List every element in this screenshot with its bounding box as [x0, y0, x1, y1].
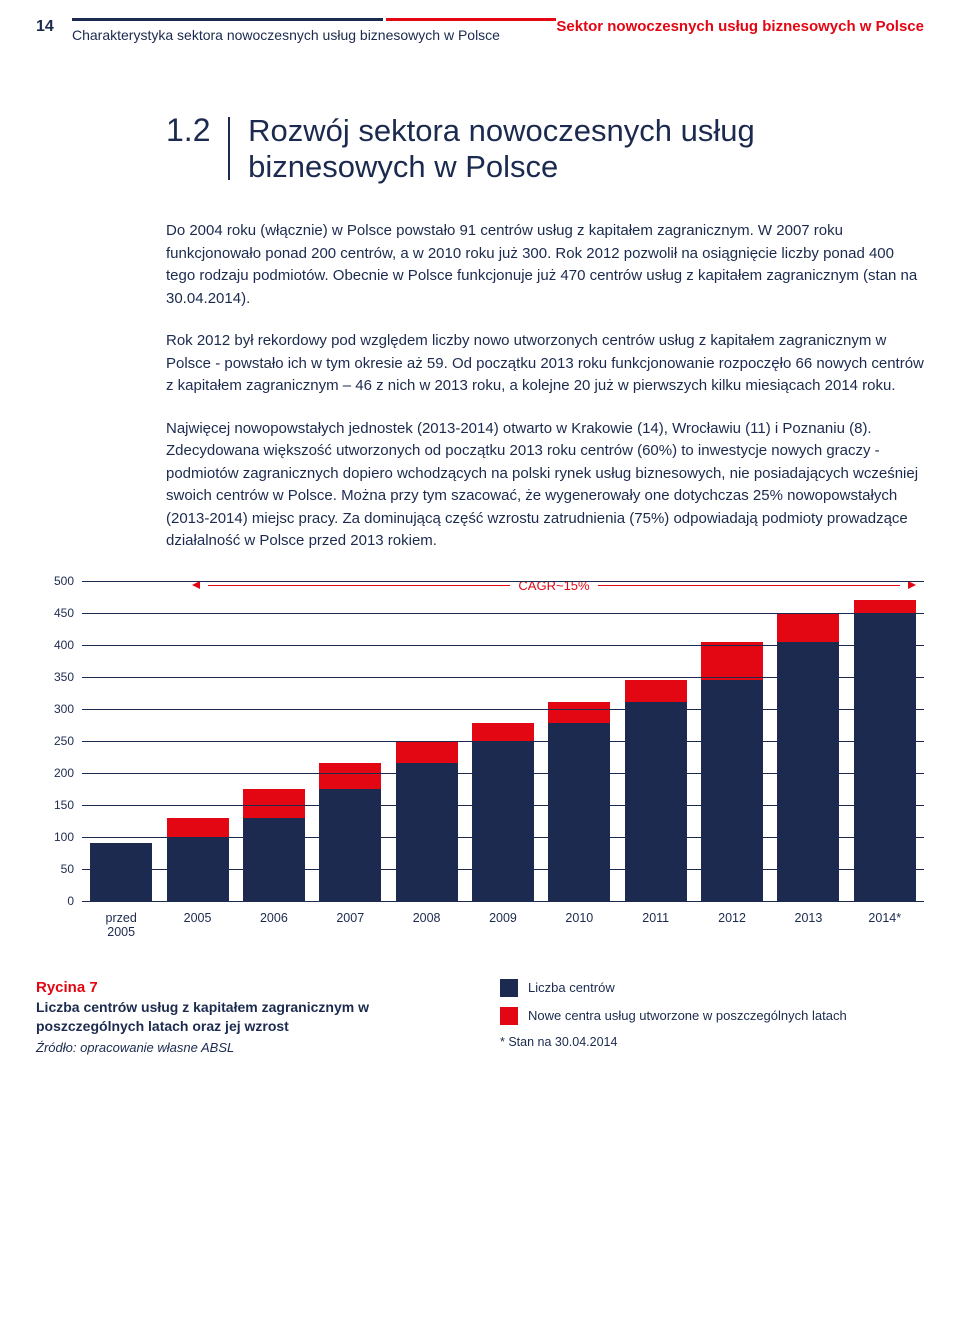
bar-segment-new	[472, 723, 534, 742]
y-tick-label: 350	[54, 670, 74, 684]
bar-column	[625, 680, 687, 901]
bar-segment-new	[854, 600, 916, 613]
bar-column	[166, 818, 228, 901]
header-rule-red	[386, 18, 556, 21]
bar-segment-total	[472, 742, 534, 901]
gridline	[82, 805, 924, 806]
bar-segment-new	[777, 613, 839, 642]
x-tick-label: 2006	[243, 911, 305, 939]
gridline	[82, 741, 924, 742]
y-tick-label: 500	[54, 574, 74, 588]
heading-title: Rozwój sektora nowoczesnych usług biznes…	[248, 113, 924, 184]
bar-stack	[90, 843, 152, 901]
bar-segment-new	[243, 789, 305, 818]
gridline	[82, 645, 924, 646]
x-tick-label: przed 2005	[90, 911, 152, 939]
figure-title: Liczba centrów usług z kapitałem zagrani…	[36, 998, 460, 1036]
section-heading: 1.2 Rozwój sektora nowoczesnych usług bi…	[166, 113, 924, 184]
bar-segment-total	[548, 723, 610, 901]
gridline	[82, 709, 924, 710]
running-head: Sektor nowoczesnych usług biznesowych w …	[556, 18, 924, 35]
y-tick-label: 300	[54, 702, 74, 716]
bar-chart: 500450400350300250200150100500 CAGR~15% …	[36, 581, 924, 939]
bar-segment-total	[777, 642, 839, 901]
bar-segment-new	[625, 680, 687, 702]
bar-stack	[472, 723, 534, 901]
header-rule	[72, 18, 556, 21]
y-tick-label: 150	[54, 798, 74, 812]
bar-segment-total	[625, 702, 687, 900]
legend-label: Liczba centrów	[528, 980, 615, 995]
x-tick-label: 2012	[701, 911, 763, 939]
bar-column	[548, 702, 610, 900]
page-number: 14	[36, 18, 72, 36]
legend-swatch-red	[500, 1007, 518, 1025]
bar-segment-total	[701, 680, 763, 901]
chart-x-axis: przed 2005 2005 2006 2007 2008 2009 2010 2011 20…	[82, 911, 924, 939]
bar-stack	[625, 680, 687, 901]
section-subtitle: Charakterystyka sektora nowoczesnych usł…	[72, 27, 556, 43]
x-tick-label: 2009	[472, 911, 534, 939]
legend-item-blue: Liczba centrów	[500, 979, 924, 997]
bar-segment-total	[396, 763, 458, 901]
gridline	[82, 581, 924, 582]
bar-column	[395, 742, 457, 901]
x-tick-label: 2005	[166, 911, 228, 939]
bar-column	[90, 843, 152, 901]
bar-column	[777, 613, 839, 901]
gridline	[82, 901, 924, 902]
y-tick-label: 250	[54, 734, 74, 748]
bar-stack	[777, 613, 839, 901]
bar-segment-new	[396, 742, 458, 763]
x-tick-label: 2007	[319, 911, 381, 939]
chart-legend: Liczba centrów Nowe centra usług utworzo…	[500, 979, 924, 1055]
x-tick-label: 2010	[548, 911, 610, 939]
y-tick-label: 450	[54, 606, 74, 620]
bar-segment-total	[90, 843, 152, 901]
bar-column	[319, 763, 381, 901]
x-tick-label: 2011	[625, 911, 687, 939]
bar-column	[472, 723, 534, 901]
bar-stack	[396, 742, 458, 901]
y-tick-label: 0	[67, 894, 74, 908]
legend-label: Nowe centra usług utworzone w poszczegól…	[528, 1008, 847, 1023]
bar-stack	[319, 763, 381, 901]
figure-label: Rycina 7	[36, 979, 460, 996]
bar-segment-new	[548, 702, 610, 722]
gridline	[82, 613, 924, 614]
x-tick-label: 2013	[777, 911, 839, 939]
body-paragraph: Rok 2012 był rekordowy pod względem licz…	[166, 330, 924, 398]
bar-stack	[167, 818, 229, 901]
y-tick-label: 400	[54, 638, 74, 652]
bar-stack	[701, 642, 763, 901]
legend-footnote: * Stan na 30.04.2014	[500, 1035, 924, 1049]
header-rule-blue	[72, 18, 383, 21]
figure-source: Źródło: opracowanie własne ABSL	[36, 1040, 460, 1055]
gridline	[82, 837, 924, 838]
bar-segment-new	[167, 818, 229, 837]
body-paragraph: Do 2004 roku (włącznie) w Polsce powstał…	[166, 220, 924, 310]
bar-segment-new	[701, 642, 763, 680]
bar-segment-total	[854, 613, 916, 901]
heading-divider	[228, 117, 230, 180]
gridline	[82, 773, 924, 774]
y-tick-label: 100	[54, 830, 74, 844]
bar-segment-total	[243, 818, 305, 901]
bar-column	[701, 642, 763, 901]
bar-segment-new	[319, 763, 381, 789]
y-tick-label: 200	[54, 766, 74, 780]
x-tick-label: 2014*	[854, 911, 916, 939]
legend-item-red: Nowe centra usług utworzone w poszczegól…	[500, 1007, 924, 1025]
gridline	[82, 869, 924, 870]
body-paragraph: Najwięcej nowopowstałych jednostek (2013…	[166, 418, 924, 553]
gridline	[82, 677, 924, 678]
chart-y-axis: 500450400350300250200150100500	[36, 581, 82, 901]
heading-number: 1.2	[166, 113, 210, 148]
legend-swatch-blue	[500, 979, 518, 997]
x-tick-label: 2008	[395, 911, 457, 939]
bar-stack	[548, 702, 610, 900]
y-tick-label: 50	[61, 862, 74, 876]
